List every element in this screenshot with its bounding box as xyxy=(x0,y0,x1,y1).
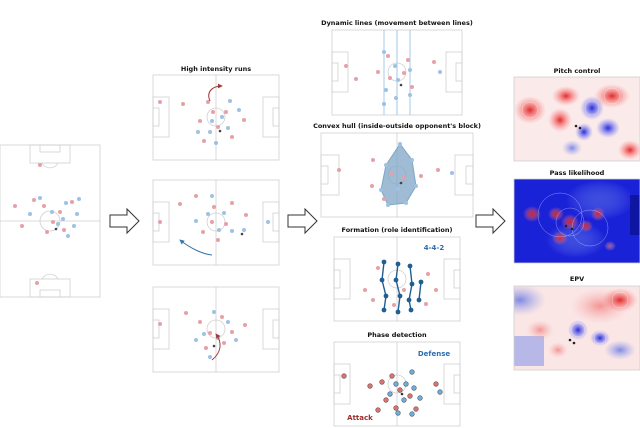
hir-pitch-3 xyxy=(152,286,280,373)
hir-pitch-1 xyxy=(152,74,280,161)
dynamic-lines-title: Dynamic lines (movement between lines) xyxy=(321,19,473,27)
convex-hull-pitch xyxy=(320,132,474,218)
convex-hull-title: Convex hull (inside-outside opponent's b… xyxy=(313,122,481,130)
formation-title: Formation (role identification) xyxy=(342,226,453,234)
defense-label: Defense xyxy=(418,350,451,358)
formation-label: 4-4-2 xyxy=(424,244,445,252)
high-intensity-runs-title: High intensity runs xyxy=(181,65,251,73)
arrow-1 xyxy=(109,207,140,235)
arrow-3 xyxy=(475,207,506,235)
phase-detection-title: Phase detection xyxy=(367,331,427,339)
arrow-2 xyxy=(287,207,318,235)
pass-likelihood-title: Pass likelihood xyxy=(550,169,605,177)
hir-pitch-2 xyxy=(152,179,280,266)
epv-title: EPV xyxy=(570,275,584,283)
pitch-control-heatmap xyxy=(513,76,640,162)
epv-heatmap xyxy=(513,285,640,371)
attack-label: Attack xyxy=(347,414,373,422)
pass-likelihood-heatmap xyxy=(513,178,640,264)
dynamic-lines-pitch xyxy=(331,29,463,116)
input-pitch xyxy=(0,144,101,298)
formation-pitch: 4-4-2 xyxy=(333,236,461,322)
phase-detection-pitch: Defense Attack xyxy=(333,341,461,427)
pitch-control-title: Pitch control xyxy=(554,67,601,75)
